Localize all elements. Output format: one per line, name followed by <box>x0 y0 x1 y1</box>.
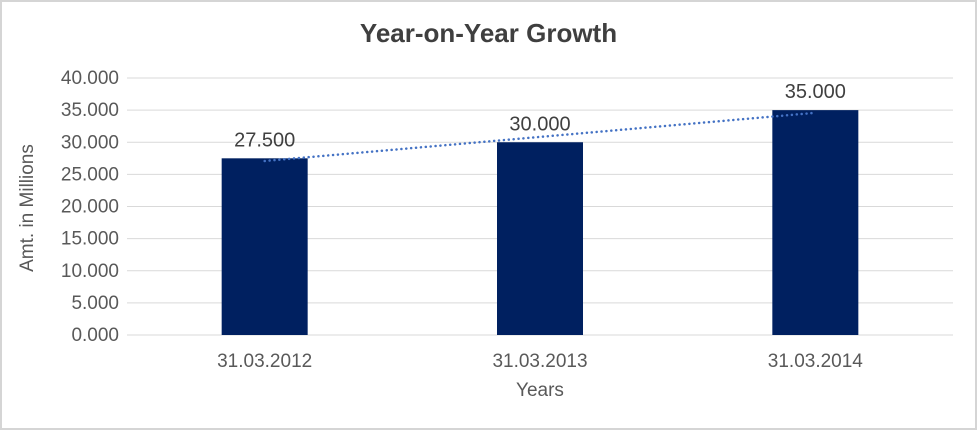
trendline <box>263 111 817 163</box>
y-tick-label: 30.000 <box>61 132 119 153</box>
y-tick-label: 10.000 <box>61 261 119 282</box>
y-tick-label: 25.000 <box>61 164 119 185</box>
chart-title: Year-on-Year Growth <box>359 18 618 48</box>
x-tick-label: 31.03.2013 <box>492 351 587 372</box>
bar-value-label: 35.000 <box>785 81 846 103</box>
x-tick-label: 31.03.2014 <box>768 351 864 372</box>
y-tick-label: 40.000 <box>61 68 119 89</box>
bar-value-label: 27.500 <box>234 129 295 151</box>
x-axis-title: Years <box>516 380 564 401</box>
bar-value-label: 30.000 <box>509 113 570 135</box>
y-tick-label: 15.000 <box>61 229 119 250</box>
bar <box>497 142 583 335</box>
y-tick-label: 5.000 <box>71 293 119 314</box>
x-tick-label: 31.03.2012 <box>217 351 312 372</box>
bar <box>221 158 308 335</box>
y-tick-label: 20.000 <box>61 197 119 218</box>
bar <box>772 110 859 335</box>
y-tick-label: 0.000 <box>71 325 119 346</box>
y-tick-label: 35.000 <box>61 100 119 121</box>
